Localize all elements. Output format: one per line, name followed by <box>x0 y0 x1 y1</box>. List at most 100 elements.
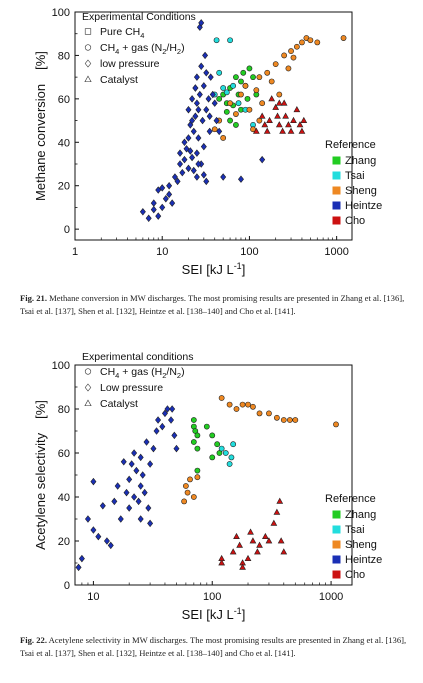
fig22-point-cho <box>239 563 246 570</box>
fig21-point-heintze <box>145 214 152 223</box>
fig21-point-cho <box>300 116 308 123</box>
fig21-ytick-label: 0 <box>64 224 70 236</box>
fig22-point-sheng <box>280 417 287 423</box>
fig22-point-cho <box>247 528 254 535</box>
fig21-point-heintze <box>189 116 196 125</box>
fig22-point-cho <box>265 537 273 544</box>
fig21-conditions-legend: Experimental Conditions Pure CH4 CH4 + gas… <box>82 11 196 86</box>
fig22-point-heintze <box>173 444 180 453</box>
fig21-point-heintze <box>209 90 216 99</box>
fig22-xtick-label: 10 <box>87 591 99 603</box>
fig21-point-cho <box>285 121 292 128</box>
fig21-point-heintze <box>213 116 220 125</box>
fig21-point-sheng <box>253 87 260 94</box>
fig22-point-heintze <box>164 405 171 413</box>
fig21-point-heintze <box>205 95 212 103</box>
fig22-xtick-label: 100 <box>203 591 221 603</box>
fig22-ytick-label: 60 <box>58 448 70 460</box>
fig22-point-heintze <box>137 453 144 462</box>
fig22-series-tsai <box>218 441 237 467</box>
fig21-point-heintze <box>220 173 227 181</box>
fig21-point-tsai <box>230 82 237 89</box>
fig21-legend-label-sheng: Sheng <box>345 185 377 197</box>
fig21-xtick-label: 1 <box>72 246 78 258</box>
fig21-point-heintze <box>203 177 210 186</box>
fig22-point-heintze <box>123 488 130 497</box>
fig21-point-heintze <box>195 105 202 114</box>
fig21-point-heintze <box>185 134 192 142</box>
fig22-point-sheng <box>333 421 339 428</box>
fig21-point-heintze <box>202 51 209 60</box>
fig21-point-sheng <box>256 74 263 81</box>
fig21-legend-label-heintze: Heintze <box>345 200 382 212</box>
fig22-point-heintze <box>143 438 150 446</box>
fig22-point-cho <box>236 541 243 548</box>
fig21-point-heintze <box>150 199 157 207</box>
fig21-point-heintze <box>162 195 169 203</box>
figure-21-caption: Fig. 21. Methane conversion in MW discha… <box>20 292 410 317</box>
fig21-ytick-label: 20 <box>58 181 70 193</box>
fig21-point-heintze <box>185 164 192 173</box>
fig22-point-heintze <box>137 482 144 490</box>
fig21-point-heintze <box>187 147 194 155</box>
fig22-x-axis-label: SEI [kJ L-1] <box>182 606 246 622</box>
fig21-point-heintze <box>177 160 184 168</box>
fig21-condition-circle-icon <box>84 44 92 51</box>
fig22-point-sheng <box>245 401 251 408</box>
fig22-condition-circle-icon <box>84 368 92 375</box>
fig22-point-heintze <box>103 537 110 545</box>
fig22-point-tsai <box>218 445 225 452</box>
fig21-point-cho <box>274 112 281 119</box>
fig22-reference-legend: Reference Zhang Tsai Sheng Heintze Cho <box>325 493 382 581</box>
fig21-point-cho <box>252 127 260 134</box>
fig22-point-sheng <box>226 401 233 408</box>
fig22-point-heintze <box>159 422 166 431</box>
fig21-point-heintze <box>177 149 184 157</box>
fig21-point-sheng <box>233 111 239 117</box>
fig21-point-heintze <box>189 95 196 103</box>
fig21-series-tsai <box>211 37 256 128</box>
fig21-point-heintze <box>200 142 207 151</box>
fig22-point-sheng <box>256 410 263 417</box>
fig22-point-heintze <box>161 409 168 418</box>
fig21-legend-label-zhang: Zhang <box>345 155 376 167</box>
fig21-reference-legend: Reference Zhang Tsai Sheng Heintze Cho <box>325 139 382 227</box>
fig22-point-heintze <box>145 504 152 512</box>
fig22-point-heintze <box>84 515 91 523</box>
fig22-point-cho <box>277 537 285 544</box>
fig21-condition-label: low pressure <box>100 58 160 70</box>
fig22-y-axis-label: Acetylene selectivity[%] <box>33 400 48 550</box>
fig22-point-heintze <box>131 493 138 501</box>
fig22-point-heintze <box>139 471 146 479</box>
fig21-point-cho <box>272 103 280 110</box>
fig22-point-sheng <box>286 417 293 423</box>
fig21-point-cho <box>293 105 301 113</box>
fig21-point-heintze <box>206 127 213 136</box>
fig21-point-heintze <box>193 149 200 157</box>
fig22-point-heintze <box>75 563 82 572</box>
acetylene-selectivity-plot: 0 20 40 60 80 100 10 100 1000 SEI [kJ L-1] Acetyle… <box>33 351 382 622</box>
fig21-point-zhang <box>227 117 233 124</box>
fig22-point-heintze <box>171 431 178 440</box>
fig21-point-heintze <box>196 90 203 99</box>
fig22-point-sheng <box>266 410 272 417</box>
fig21-point-heintze <box>206 112 213 120</box>
fig22-point-tsai <box>226 461 233 467</box>
fig22-point-sheng <box>273 414 280 421</box>
fig21-point-sheng <box>288 48 294 54</box>
fig22-point-heintze <box>120 458 127 466</box>
fig22-legend-label-zhang: Zhang <box>345 509 376 521</box>
fig22-condition-triangle-icon <box>84 399 92 407</box>
fig22-point-tsai <box>228 454 235 461</box>
fig21-ytick-label: 100 <box>52 7 70 19</box>
fig22-condition-label: Low pressure <box>100 382 163 394</box>
fig22-condition-diamond-icon <box>84 383 92 392</box>
fig22-point-heintze <box>117 515 124 523</box>
fig21-condition-label: Pure CH4 <box>100 26 144 40</box>
fig22-point-sheng <box>182 483 189 489</box>
fig21-condition-triangle-icon <box>84 75 92 83</box>
fig22-point-heintze <box>169 405 176 413</box>
fig22-point-heintze <box>135 497 142 506</box>
fig21-point-heintze <box>259 155 266 164</box>
fig21-point-heintze <box>185 105 192 114</box>
